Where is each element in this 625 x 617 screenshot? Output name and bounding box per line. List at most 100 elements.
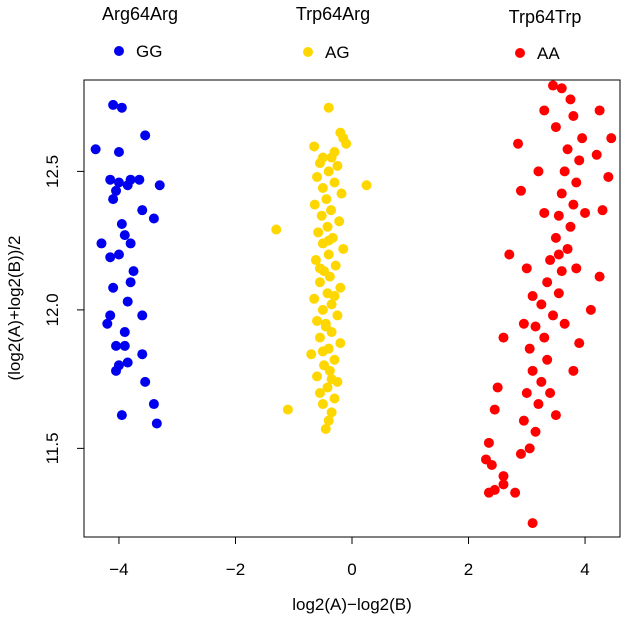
point-gg-10 (111, 185, 122, 196)
point-aa-61 (545, 387, 556, 398)
point-gg-8 (134, 174, 145, 185)
point-ag-20 (319, 360, 330, 371)
point-gg-26 (137, 310, 148, 321)
point-aa-55 (574, 155, 585, 166)
point-gg-35 (140, 376, 151, 387)
point-aa-51 (568, 199, 579, 210)
point-ag-48 (326, 205, 337, 216)
point-aa-54 (559, 166, 570, 177)
point-aa-22 (486, 459, 497, 470)
point-aa-45 (556, 266, 567, 277)
point-gg-29 (111, 340, 122, 351)
point-ag-12 (326, 407, 337, 418)
point-ag-53 (329, 177, 340, 188)
point-ag-29 (332, 310, 343, 321)
point-aa-56 (562, 144, 573, 155)
point-aa-35 (536, 376, 547, 387)
point-aa-8 (603, 171, 614, 182)
point-aa-2 (565, 94, 576, 105)
point-gg-1 (116, 102, 127, 113)
point-aa-49 (565, 221, 576, 232)
point-aa-13 (498, 332, 509, 343)
point-aa-6 (513, 138, 524, 149)
point-ag-61 (314, 263, 325, 274)
point-ag-45 (322, 221, 333, 232)
point-ag-34 (335, 282, 346, 293)
point-aa-38 (524, 343, 535, 354)
point-ag-55 (323, 166, 334, 177)
legend-marker-gg (114, 46, 124, 56)
point-ag-38 (330, 260, 341, 271)
point-gg-20 (113, 249, 124, 260)
y-axis-title: (log2(A)+log2(B))/2 (5, 235, 24, 380)
point-aa-52 (556, 188, 567, 199)
point-ag-8 (271, 224, 282, 235)
point-aa-5 (606, 133, 617, 144)
point-gg-34 (111, 365, 122, 376)
point-gg-25 (105, 310, 116, 321)
point-aa-9 (515, 185, 526, 196)
point-aa-69 (527, 291, 538, 302)
point-ag-22 (306, 349, 317, 360)
x-axis: −4 −2 0 2 4 (109, 536, 590, 579)
point-ag-50 (321, 194, 332, 205)
point-aa-10 (597, 205, 608, 216)
point-ag-44 (313, 227, 324, 238)
point-ag-31 (326, 299, 337, 310)
point-ag-15 (314, 387, 325, 398)
point-aa-4 (539, 105, 550, 116)
point-aa-42 (536, 299, 547, 310)
point-ag-4 (309, 141, 320, 152)
point-aa-41 (548, 310, 558, 321)
point-aa-34 (521, 387, 532, 398)
point-gg-3 (90, 144, 101, 155)
point-ag-25 (314, 332, 325, 343)
point-gg-24 (122, 296, 133, 307)
point-ag-62 (323, 235, 334, 246)
point-aa-57 (577, 133, 588, 144)
point-aa-60 (518, 318, 529, 329)
point-ag-49 (309, 199, 320, 210)
point-gg-6 (113, 177, 124, 188)
point-aa-19 (483, 437, 494, 448)
point-gg-31 (137, 349, 148, 360)
point-gg-12 (108, 194, 119, 205)
y-tick-label-0: 11.5 (43, 432, 62, 464)
point-aa-3 (594, 105, 605, 116)
point-gg-21 (128, 266, 139, 277)
point-aa-14 (585, 304, 596, 315)
point-aa-1 (556, 83, 567, 94)
point-gg-0 (108, 99, 119, 110)
point-aa-37 (542, 354, 553, 365)
point-ag-0 (323, 102, 334, 113)
legend-label-ag: AG (325, 43, 350, 62)
point-aa-29 (515, 448, 526, 459)
point-ag-64 (326, 374, 337, 385)
point-aa-64 (559, 318, 570, 329)
series-gg (90, 99, 165, 429)
point-ag-24 (335, 338, 346, 349)
series-aa (481, 80, 617, 529)
point-aa-63 (539, 207, 550, 218)
point-ag-11 (323, 415, 334, 426)
genotype-title-1: Arg64Arg (102, 4, 178, 24)
point-ag-21 (329, 354, 340, 365)
x-tick-label-0: −4 (109, 560, 128, 579)
point-gg-23 (108, 282, 119, 293)
point-aa-20 (550, 410, 561, 421)
point-aa-15 (492, 382, 503, 393)
point-gg-32 (122, 357, 133, 368)
point-gg-15 (116, 219, 127, 230)
point-aa-18 (568, 365, 579, 376)
point-aa-58 (550, 122, 561, 133)
point-ag-47 (316, 210, 327, 221)
point-ag-41 (338, 243, 349, 254)
x-tick-label-1: −2 (226, 560, 245, 579)
point-aa-36 (527, 365, 538, 376)
point-gg-11 (122, 180, 133, 191)
point-aa-68 (553, 249, 564, 260)
point-aa-31 (530, 426, 541, 437)
point-ag-51 (336, 188, 347, 199)
point-gg-19 (105, 252, 116, 263)
point-gg-2 (140, 130, 151, 141)
